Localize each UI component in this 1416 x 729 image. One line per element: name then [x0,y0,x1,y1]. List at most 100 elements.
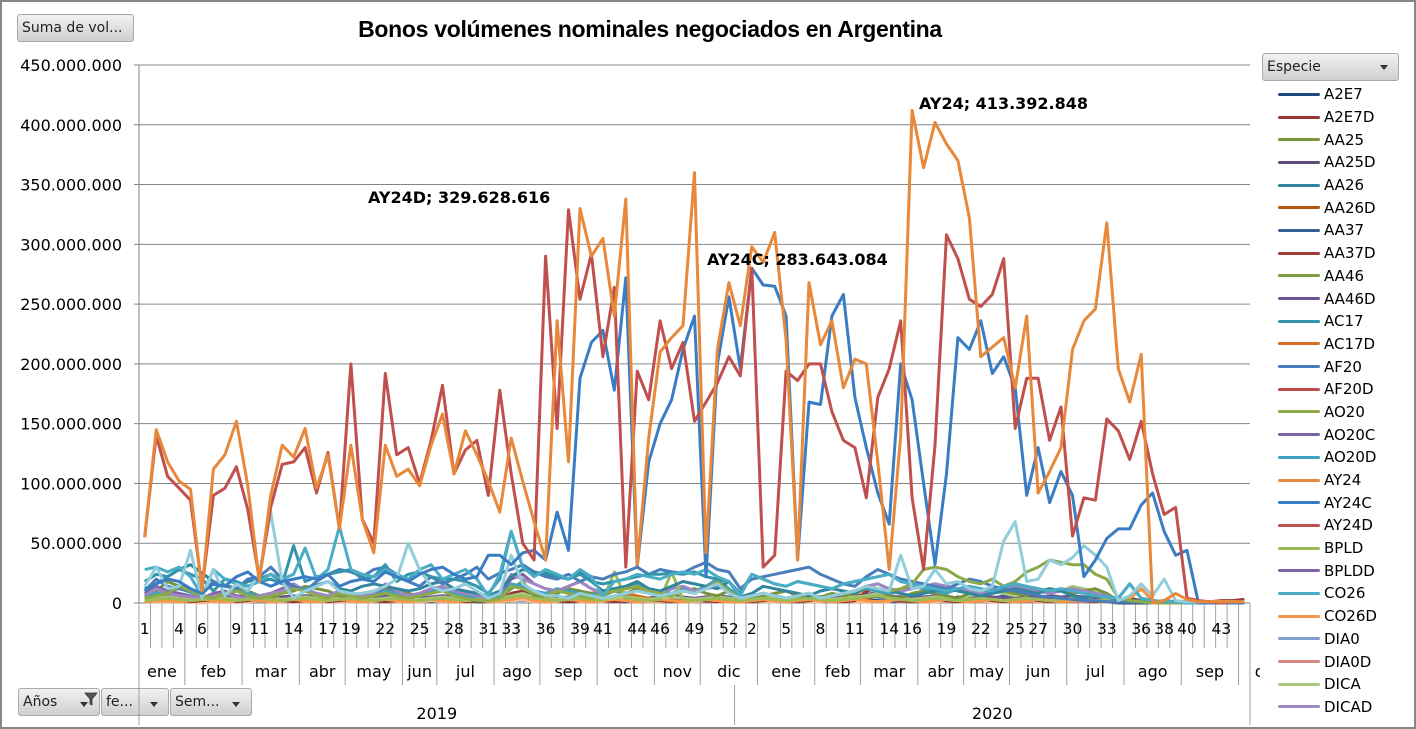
line-chart: 0 50.000.000 100.000.000 150.000.000 200.000… [20,56,1260,725]
x-week-label: 6 [197,620,207,638]
caret-down-icon [150,702,158,707]
x-month-label: may [356,662,391,681]
x-week-label: 22 [971,620,991,638]
legend-item: AC17D [1262,333,1402,356]
years-field-button[interactable]: Años [18,688,100,716]
legend-swatch [1278,138,1320,142]
legend-swatch [1278,501,1320,505]
week-field-button[interactable]: Sem... [170,688,252,716]
x-week-label: 43 [1211,620,1231,638]
x-year-label: 2019 [416,704,457,723]
x-week-label: 25 [410,620,430,638]
x-week-label: 5 [781,620,791,638]
caret-down-icon [1380,65,1388,70]
x-month-label: abr [927,662,954,681]
x-month-label: mar [873,662,905,681]
x-month-label: sep [554,662,582,681]
legend-item: CO26 [1262,582,1402,605]
y-tick-label: 100.000.000 [20,474,122,493]
legend-label: AA26 [1324,176,1365,195]
legend-item: AA26D [1262,196,1402,219]
legend-item: DICA [1262,673,1402,696]
legend-item: AO20D [1262,446,1402,469]
legend-label: AA37D [1324,244,1376,263]
legend-field-button[interactable]: Especie [1262,53,1399,81]
x-week-label: 16 [902,620,922,638]
legend-swatch [1278,682,1320,686]
y-tick-label: 250.000.000 [20,295,122,314]
legend-swatch [1278,115,1320,119]
legend-item: AY24D [1262,514,1402,537]
legend-item: DIA0D [1262,650,1402,673]
x-week-label: 11 [249,620,269,638]
x-week-label: 36 [1131,620,1151,638]
y-tick-label: 400.000.000 [20,116,122,135]
legend-swatch [1278,591,1320,595]
x-week-label: 9 [231,620,241,638]
legend-field-label: Especie [1267,59,1321,75]
data-label-AY24C: AY24C; 283.643.084 [707,250,888,269]
legend-label: AF20D [1324,380,1374,399]
series-line-AY24D [143,208,1245,605]
x-week-label: 22 [375,620,395,638]
x-week-label: 44 [627,620,647,638]
legend-swatch [1278,274,1320,278]
x-month-label: jun [1025,662,1051,681]
y-tick-label: 450.000.000 [20,56,122,75]
legend-swatch [1278,410,1320,414]
y-tick-label: 200.000.000 [20,355,122,374]
gridlines [139,64,1250,544]
x-week-label: 36 [536,620,556,638]
x-month-label: abr [309,662,336,681]
legend-label: AC17 [1324,312,1364,331]
x-week-label: 2 [747,620,757,638]
legend-item: AF20 [1262,355,1402,378]
legend-label: A2E7 [1324,85,1363,104]
legend-swatch [1278,637,1320,641]
x-week-label: 4 [174,620,184,638]
legend-swatch [1278,660,1320,664]
legend-item: AA25D [1262,151,1402,174]
series-line-AY24C [143,266,1245,605]
x-week-label: 49 [685,620,705,638]
x-week-label: 52 [719,620,739,638]
legend-swatch [1278,365,1320,369]
legend-swatch [1278,569,1320,573]
x-week-label: 40 [1177,620,1197,638]
caret-down-icon [232,702,240,707]
legend-label: CO26D [1324,607,1377,626]
value-field-button[interactable]: Suma de vol... [17,14,134,42]
date-field-button[interactable]: fe... [101,688,169,716]
x-month-label: nov [663,662,692,681]
legend: A2E7 A2E7D AA25 AA25D AA26 AA26D AA37 AA37D AA46… [1262,83,1402,718]
x-week-label: 11 [845,620,865,638]
legend-label: AO20D [1324,448,1377,467]
y-axis: 0 50.000.000 100.000.000 150.000.000 200.000… [20,56,140,613]
years-field-label: Años [23,694,58,710]
legend-swatch [1278,342,1320,346]
data-label-AY24D: AY24D; 329.628.616 [368,188,550,207]
x-month-label: ene [771,662,801,681]
legend-swatch [1278,206,1320,210]
legend-item: AA37D [1262,242,1402,265]
x-month-label: sep [1196,662,1224,681]
legend-label: AA25 [1324,130,1365,149]
y-tick-label: 300.000.000 [20,235,122,254]
x-week-label: 17 [318,620,338,638]
x-year-label: 2020 [972,704,1013,723]
legend-swatch [1278,478,1320,482]
legend-item: A2E7 [1262,83,1402,106]
date-field-label: fe... [106,694,133,710]
x-month-label: jun [406,662,432,681]
legend-label: AY24D [1324,516,1373,535]
x-week-label: 14 [284,620,304,638]
x-month-label: ene [147,662,177,681]
legend-swatch [1278,523,1320,527]
caret-down-icon [80,702,88,707]
x-month-label: jul [1085,662,1105,681]
x-week-label: 33 [501,620,521,638]
legend-label: AA46D [1324,289,1376,308]
legend-label: AY24 [1324,471,1362,490]
filter-icon [84,692,98,706]
